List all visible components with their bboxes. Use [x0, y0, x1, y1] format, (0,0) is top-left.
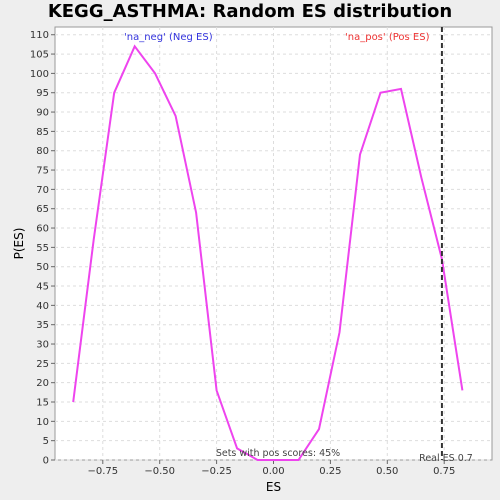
y-axis-ticks: 0 5 10 15 20 25 30 35 40 45 50 55 60 65 70 75 80 85 90 95 10… — [30, 30, 55, 467]
x-tick-label: 0.50 — [376, 466, 398, 477]
y-tick-label: 95 — [36, 88, 49, 99]
y-tick-label: 100 — [30, 69, 49, 80]
y-tick-label: 80 — [36, 146, 49, 157]
y-tick-label: 0 — [43, 456, 49, 467]
y-tick-label: 5 — [43, 436, 49, 447]
es-distribution-line — [72, 44, 464, 461]
y-tick-label: 55 — [36, 243, 49, 254]
chart-title: KEGG_ASTHMA: Random ES distribution — [47, 1, 453, 22]
y-tick-label: 70 — [36, 185, 49, 196]
y-tick-label: 30 — [36, 340, 49, 351]
legend-pos-es: 'na_pos' (Pos ES) — [345, 32, 430, 43]
y-tick-label: 85 — [36, 127, 49, 138]
x-axis-label: ES — [266, 480, 281, 494]
y-tick-label: 50 — [36, 262, 49, 273]
y-tick-label: 75 — [36, 166, 49, 177]
y-tick-label: 10 — [36, 417, 49, 428]
y-tick-label: 20 — [36, 378, 49, 389]
y-tick-label: 15 — [36, 398, 49, 409]
x-tick-label: 0.00 — [262, 466, 284, 477]
y-tick-label: 110 — [30, 30, 49, 41]
x-tick-label: −0.75 — [87, 466, 118, 477]
x-tick-label: 0.75 — [433, 466, 455, 477]
pos-scores-annotation: Sets with pos scores: 45% — [216, 448, 340, 459]
y-tick-label: 60 — [36, 224, 49, 235]
y-tick-label: 105 — [30, 50, 49, 61]
y-tick-label: 90 — [36, 108, 49, 119]
y-axis-label: P(ES) — [12, 228, 26, 260]
legend-neg-es: 'na_neg' (Neg ES) — [124, 32, 213, 43]
y-tick-label: 65 — [36, 204, 49, 215]
x-tick-label: 0.25 — [319, 466, 341, 477]
x-axis-ticks: −0.75 −0.50 −0.25 0.00 0.25 0.50 0.75 — [87, 460, 455, 477]
x-tick-label: −0.50 — [144, 466, 175, 477]
y-tick-label: 40 — [36, 301, 49, 312]
y-tick-label: 35 — [36, 320, 49, 331]
x-tick-label: −0.25 — [201, 466, 232, 477]
real-es-label: Real ES 0.7 — [419, 453, 473, 464]
grid — [55, 27, 492, 461]
y-tick-label: 45 — [36, 282, 49, 293]
y-tick-label: 25 — [36, 359, 49, 370]
